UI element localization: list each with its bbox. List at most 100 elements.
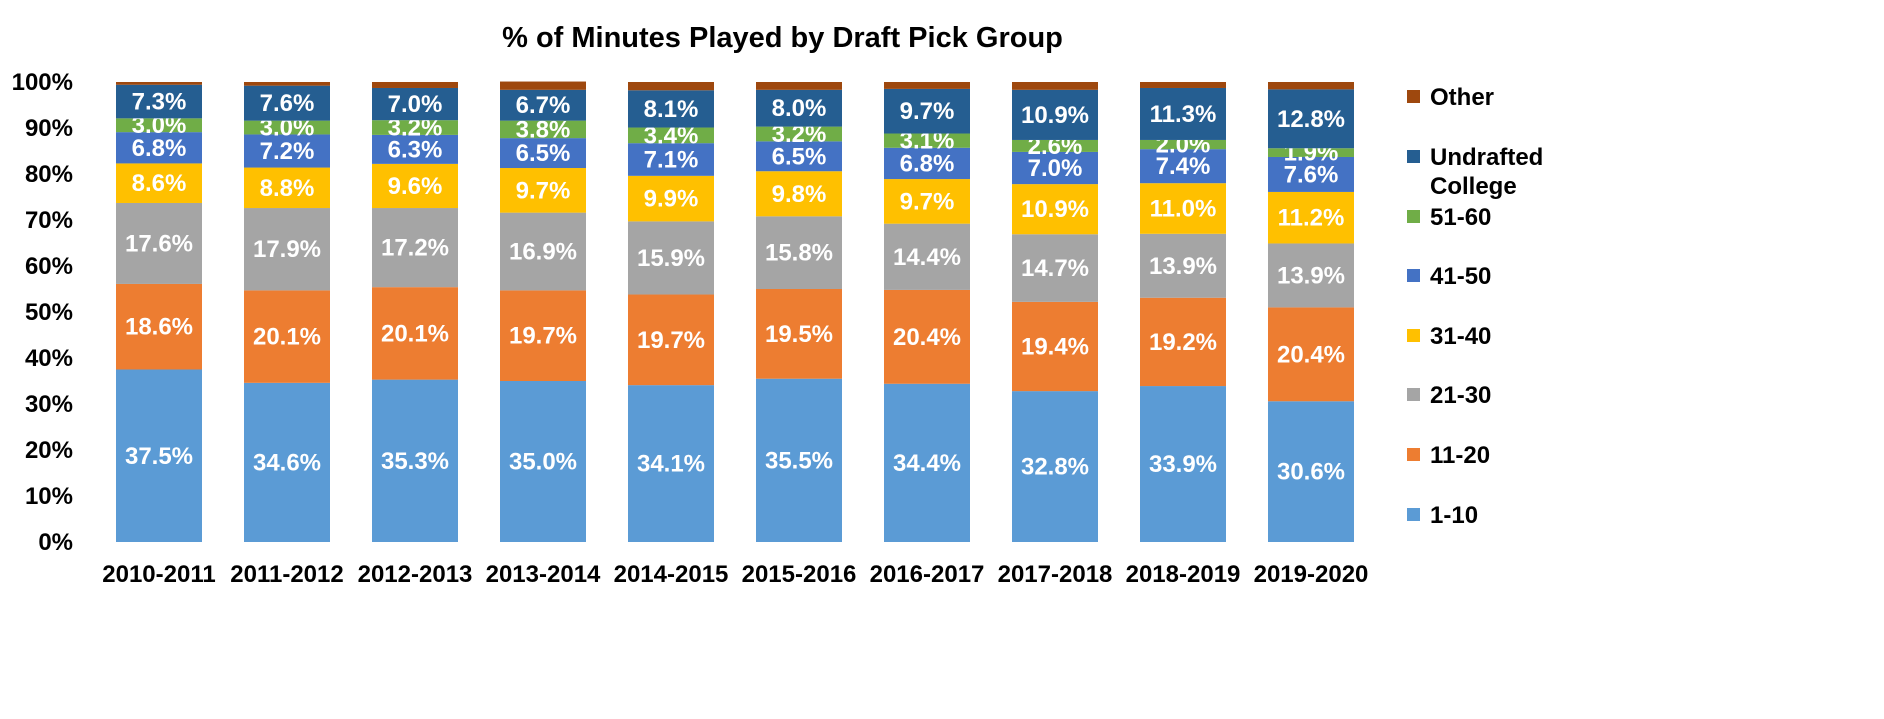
bar-segment bbox=[500, 138, 586, 169]
bar-segment bbox=[116, 163, 202, 203]
x-tick-label: 2011-2012 bbox=[230, 561, 343, 588]
bar-segment bbox=[244, 85, 330, 121]
bar-segment bbox=[756, 216, 842, 289]
x-tick-label: 2019-2020 bbox=[1254, 561, 1369, 588]
bar-segment bbox=[244, 208, 330, 291]
bar-segment bbox=[1268, 148, 1354, 157]
data-label: 7.4% bbox=[1156, 153, 1211, 180]
legend-swatch bbox=[1407, 329, 1420, 342]
x-tick-label: 2010-2011 bbox=[102, 561, 215, 588]
bar-segment bbox=[500, 290, 586, 381]
data-label: 20.4% bbox=[893, 324, 961, 351]
data-label: 30.6% bbox=[1277, 459, 1345, 486]
data-label: 11.3% bbox=[1150, 101, 1217, 128]
bar-segment bbox=[756, 378, 842, 542]
data-label: 35.5% bbox=[765, 447, 833, 474]
bar-segment bbox=[116, 283, 202, 370]
bar-segment bbox=[1140, 297, 1226, 387]
data-label: 11.2% bbox=[1278, 205, 1345, 232]
bar-segment bbox=[1268, 243, 1354, 308]
data-label: 8.0% bbox=[772, 95, 827, 122]
bar-segment bbox=[756, 141, 842, 172]
legend-swatch bbox=[1407, 90, 1420, 103]
bar-segment bbox=[244, 134, 330, 168]
bar-segment bbox=[884, 289, 970, 384]
y-tick-label: 100% bbox=[12, 69, 73, 96]
y-tick-label: 70% bbox=[25, 207, 73, 234]
data-label: 7.3% bbox=[132, 89, 187, 116]
legend-swatch bbox=[1407, 269, 1420, 282]
data-label: 7.1% bbox=[644, 147, 699, 174]
bar-segment bbox=[628, 221, 714, 295]
data-label: 17.2% bbox=[381, 235, 449, 262]
data-label: 34.1% bbox=[637, 451, 705, 478]
bar-segment bbox=[1140, 139, 1226, 150]
data-label: 6.5% bbox=[772, 143, 827, 170]
data-label: 6.3% bbox=[388, 136, 443, 163]
legend-swatch bbox=[1407, 150, 1420, 163]
legend-label: Undrafted bbox=[1430, 144, 1543, 171]
data-label: 19.5% bbox=[765, 321, 833, 348]
bar-segment bbox=[884, 88, 970, 134]
bar-segment bbox=[372, 87, 458, 121]
data-label: 10.9% bbox=[1021, 196, 1089, 223]
y-tick-label: 10% bbox=[25, 483, 73, 510]
bar-segment bbox=[116, 132, 202, 164]
bar-segment bbox=[1140, 183, 1226, 234]
data-label: 20.4% bbox=[1277, 341, 1345, 368]
bar-segment bbox=[756, 89, 842, 127]
data-label: 19.7% bbox=[509, 323, 577, 350]
legend-swatch bbox=[1407, 508, 1420, 521]
x-tick-label: 2018-2019 bbox=[1126, 561, 1241, 588]
data-label: 9.7% bbox=[900, 188, 955, 215]
data-label: 17.6% bbox=[125, 230, 193, 257]
x-tick-label: 2014-2015 bbox=[614, 561, 729, 588]
x-tick-label: 2017-2018 bbox=[998, 561, 1113, 588]
bar-segment bbox=[1012, 151, 1098, 185]
bar-segment bbox=[1268, 82, 1354, 90]
data-label: 14.7% bbox=[1021, 255, 1089, 282]
bar-segment bbox=[1012, 234, 1098, 302]
data-label: 6.8% bbox=[900, 150, 955, 177]
data-label: 9.8% bbox=[772, 181, 827, 208]
bar-segment bbox=[372, 82, 458, 88]
bar-segment bbox=[884, 147, 970, 180]
data-label: 12.8% bbox=[1277, 106, 1345, 133]
data-label: 34.4% bbox=[893, 450, 961, 477]
bar-segment bbox=[1140, 82, 1226, 88]
data-label: 7.6% bbox=[260, 90, 315, 117]
data-label: 7.6% bbox=[1284, 161, 1339, 188]
bar-segment bbox=[1268, 191, 1354, 244]
bar-segment bbox=[244, 382, 330, 542]
data-label: 18.6% bbox=[125, 314, 193, 341]
bar-segment bbox=[628, 143, 714, 176]
data-label: 19.4% bbox=[1021, 334, 1089, 361]
data-label: 15.9% bbox=[637, 245, 705, 272]
y-tick-label: 50% bbox=[25, 299, 73, 326]
bar-segment bbox=[1140, 149, 1226, 184]
data-label: 15.8% bbox=[765, 240, 833, 267]
legend-label: College bbox=[1430, 173, 1517, 200]
data-label: 11.0% bbox=[1150, 196, 1217, 223]
bar-segment bbox=[1268, 401, 1354, 542]
data-label: 14.4% bbox=[893, 244, 961, 271]
legend-swatch bbox=[1407, 210, 1420, 223]
data-label: 35.3% bbox=[381, 448, 449, 475]
bar-segment bbox=[628, 127, 714, 144]
bar-segment bbox=[244, 82, 330, 86]
bar-segment bbox=[756, 126, 842, 142]
bar-segment bbox=[244, 290, 330, 383]
data-label: 8.6% bbox=[132, 170, 187, 197]
data-label: 7.0% bbox=[1028, 155, 1083, 182]
data-label: 9.7% bbox=[516, 177, 571, 204]
chart-title: % of Minutes Played by Draft Pick Group bbox=[502, 22, 1063, 54]
data-label: 35.0% bbox=[509, 449, 577, 476]
data-label: 13.9% bbox=[1277, 262, 1345, 289]
x-tick-label: 2015-2016 bbox=[742, 561, 857, 588]
bar-segment bbox=[1012, 139, 1098, 152]
data-label: 32.8% bbox=[1021, 454, 1089, 481]
legend-label: Other bbox=[1430, 84, 1494, 111]
data-label: 7.0% bbox=[388, 91, 443, 118]
bar-segment bbox=[884, 133, 970, 148]
